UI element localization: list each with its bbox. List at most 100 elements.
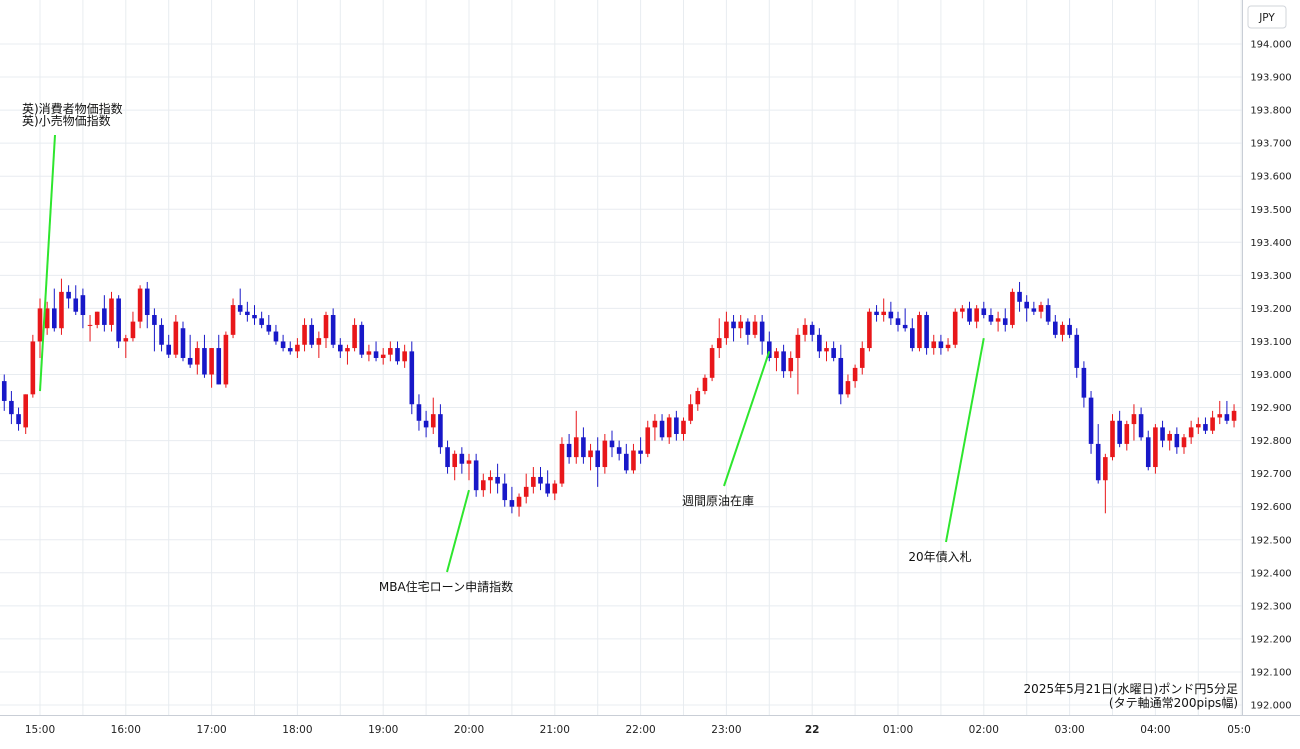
candle-body [1188,427,1194,438]
currency-unit-box[interactable] [1247,5,1287,29]
y-tick-label: 192.200 [1250,634,1291,645]
candle-body [30,341,36,395]
axes: JPY [0,0,1300,716]
candle-body [1074,334,1080,368]
candle-body [445,447,450,468]
y-tick-label: 193.600 [1250,172,1291,183]
candle-body [102,308,107,325]
candle-body [573,437,579,458]
candle-body [345,348,350,352]
candle-body [795,334,801,358]
candle-body [802,324,808,335]
candle-body [817,334,822,352]
candle-body [159,324,164,345]
candle-body [1203,424,1208,431]
candle-body [1210,417,1215,431]
price-axis-ticks: 194.000 193.900 193.800 193.700 193.600 193.5… [1250,40,1291,712]
candle-body [502,483,508,501]
candle-body [1138,414,1144,438]
grid-lines [0,0,1242,715]
candle-body [94,311,100,325]
candle-body [516,496,522,507]
candle-body [202,348,207,375]
x-tick-label: 04:00 [1140,724,1170,736]
y-tick-label: 193.900 [1250,73,1291,84]
annotation-label: 週間原油在庫 [682,494,754,508]
candle-body [674,417,679,434]
annotation-label: 20年債入札 [908,549,971,564]
candle-body [788,357,794,372]
candle-body [695,391,701,405]
candle-body [645,427,651,454]
candle-body [380,354,386,358]
candle-body [123,338,129,342]
candle-body [974,308,979,322]
y-tick-label: 192.000 [1250,701,1291,712]
candle-body [1110,420,1115,458]
candle-body [638,450,643,454]
candle-body [423,420,429,428]
candle-body [917,315,922,349]
y-tick-label: 193.700 [1250,139,1291,150]
time-axis-ticks: 15:00 16:00 17:00 18:00 19:00 20:00 21:00 22:00… [25,724,1251,736]
candle-body [552,483,558,494]
candle-body [495,476,500,484]
candle-body [409,351,415,405]
candle-body [960,308,965,312]
y-tick-label: 192.700 [1250,469,1291,480]
candle-body [373,351,379,358]
candle-body [230,305,236,335]
x-tick-label: 22 [805,724,820,736]
candle-body [931,341,937,349]
annotation-pointer-line [446,489,470,573]
candle-body [402,351,407,362]
candle-body [338,344,343,352]
annotation-pointer-line [723,351,771,487]
candle-body [73,298,79,312]
candle-body [1002,318,1008,325]
candle-body [173,321,179,355]
candle-body [1103,457,1108,481]
x-tick-label: 20:00 [454,724,484,736]
candle-body [523,486,529,497]
candle-body [1196,424,1201,428]
candle-body [1095,443,1101,481]
footnote-text: 2025年5月21日(水曜日)ポンド円5分足 [1024,682,1238,696]
candle-body [902,324,908,329]
x-tick-label: 23:00 [711,724,741,736]
candle-body [388,348,393,355]
candle-body [895,318,901,325]
candle-body [66,291,71,299]
y-tick-label: 192.400 [1250,568,1291,579]
annotation-label: 英)消費者物価指数 [22,101,123,116]
y-tick-label: 193.000 [1250,370,1291,381]
candle-body [330,315,336,345]
currency-unit-label: JPY [1258,12,1275,24]
footnote-text: (タテ軸通常200pips幅) [1109,695,1238,710]
candle-body [273,331,279,342]
candle-body [709,348,715,378]
y-tick-label: 192.500 [1250,535,1291,546]
candle-body [223,334,229,385]
y-tick-label: 193.400 [1250,238,1291,249]
candle-body [187,357,193,365]
annotation-pointer-line [945,337,985,543]
x-tick-label: 02:00 [969,724,999,736]
candle-body [1217,414,1223,418]
candle-body [559,443,565,484]
annotation-label: MBA住宅ローン申請指数 [379,579,513,594]
candle-body [287,348,293,352]
candle-body [652,420,658,428]
candle-body [859,348,865,368]
candle-body [781,351,786,372]
x-tick-label: 21:00 [540,724,570,736]
candle-body [631,450,636,471]
x-tick-label: 18:00 [282,724,312,736]
candle-body [266,324,272,332]
candle-body [137,288,143,322]
candle-body [874,311,879,316]
candle-body [688,404,693,421]
candle-body [531,476,536,487]
candle-body [280,341,286,349]
